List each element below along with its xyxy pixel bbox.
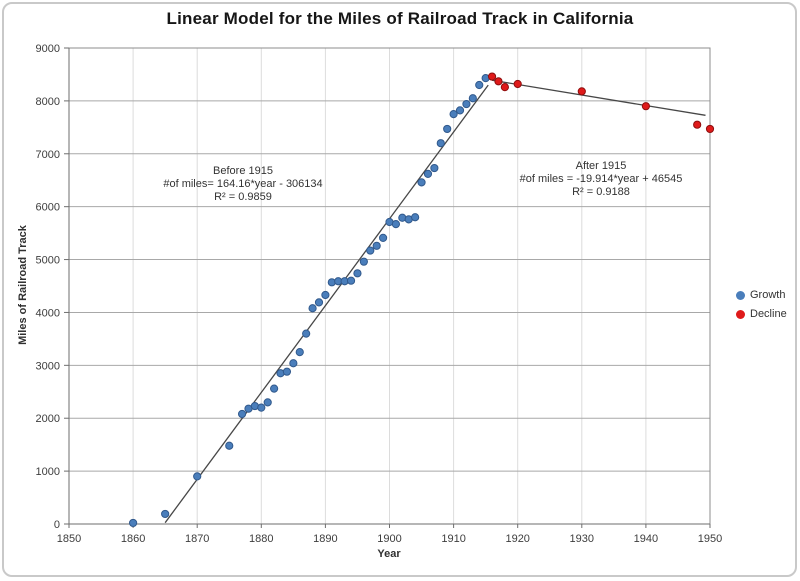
- data-point-growth: [455, 106, 465, 115]
- data-point-growth: [129, 518, 138, 528]
- legend-item-growth: Growth: [736, 289, 787, 301]
- data-point-growth: [417, 178, 426, 187]
- data-point-growth: [225, 441, 234, 450]
- x-tick-label: 1900: [377, 533, 401, 545]
- y-tick-label: 9000: [36, 43, 60, 55]
- chart-legend: Growth Decline: [736, 289, 787, 320]
- data-point-growth: [346, 276, 356, 285]
- legend-item-decline: Decline: [736, 308, 787, 320]
- data-point-growth: [411, 213, 420, 222]
- data-point-growth: [366, 246, 375, 255]
- y-tick-label: 6000: [36, 202, 60, 214]
- data-point-decline: [487, 72, 497, 81]
- x-tick-label: 1860: [121, 533, 145, 545]
- y-tick-label: 0: [54, 519, 60, 531]
- data-point-growth: [282, 367, 292, 376]
- data-point-growth: [372, 241, 381, 250]
- annotation-before-1915: Before 1915 #of miles= 164.16*year - 306…: [148, 165, 338, 204]
- annotation-before-equation: #of miles= 164.16*year - 306134: [163, 178, 323, 190]
- data-point-growth: [308, 304, 317, 313]
- data-point-growth: [443, 124, 452, 134]
- data-point-growth: [257, 403, 266, 412]
- annotation-after-title: After 1915: [575, 160, 627, 172]
- data-point-decline: [693, 120, 702, 129]
- legend-label-growth: Growth: [750, 289, 786, 301]
- annotation-before-r-squared: R² = 0.9859: [214, 191, 272, 203]
- data-point-growth: [468, 94, 477, 103]
- trendline-after-1915: [491, 79, 706, 116]
- y-tick-label: 2000: [36, 413, 60, 425]
- x-tick-label: 1910: [441, 533, 465, 545]
- data-point-growth: [391, 220, 401, 229]
- data-point-decline: [513, 79, 522, 89]
- x-axis-title: Year: [377, 548, 401, 560]
- annotation-after-equation: #of miles = -19.914*year + 46545: [519, 173, 683, 185]
- data-point-decline: [705, 124, 715, 134]
- data-point-decline: [641, 102, 651, 111]
- trendline-before-1915: [164, 84, 489, 524]
- x-tick-label: 1920: [505, 533, 529, 545]
- growth-marker-icon: [736, 290, 745, 300]
- annotation-after-r-squared: R² = 0.9188: [572, 186, 630, 198]
- y-tick-label: 8000: [36, 96, 60, 108]
- x-tick-label: 1870: [185, 533, 209, 545]
- x-tick-label: 1880: [249, 533, 273, 545]
- data-point-growth: [161, 509, 170, 519]
- x-tick-label: 1940: [634, 533, 658, 545]
- data-point-growth: [430, 163, 439, 173]
- x-tick-label: 1850: [57, 533, 81, 545]
- data-point-growth: [302, 329, 311, 338]
- data-point-growth: [270, 384, 279, 393]
- data-point-growth: [449, 110, 458, 119]
- data-point-growth: [462, 99, 471, 109]
- data-point-growth: [353, 269, 362, 278]
- y-tick-label: 3000: [36, 360, 60, 372]
- data-point-decline: [500, 83, 509, 92]
- data-point-growth: [359, 257, 368, 266]
- data-point-growth: [423, 169, 433, 178]
- data-point-growth: [436, 139, 445, 148]
- data-point-growth: [289, 359, 298, 368]
- data-point-decline: [494, 77, 503, 86]
- x-tick-label: 1930: [570, 533, 594, 545]
- chart-title: Linear Model for the Miles of Railroad T…: [166, 9, 634, 28]
- data-point-growth: [314, 298, 324, 307]
- y-tick-label: 4000: [36, 307, 60, 319]
- y-tick-label: 5000: [36, 255, 60, 267]
- data-point-growth: [237, 409, 247, 419]
- data-point-growth: [263, 398, 272, 407]
- data-point-growth: [295, 348, 304, 357]
- decline-marker-icon: [736, 309, 745, 319]
- data-point-growth: [378, 233, 388, 242]
- data-point-growth: [475, 80, 484, 90]
- data-point-growth: [321, 290, 330, 300]
- x-tick-label: 1950: [698, 533, 722, 545]
- y-axis-title: Miles of Railroad Track: [17, 225, 29, 345]
- data-point-growth: [193, 472, 202, 481]
- y-tick-label: 7000: [36, 149, 60, 161]
- annotation-before-title: Before 1915: [213, 165, 273, 177]
- legend-label-decline: Decline: [750, 308, 787, 320]
- annotation-after-1915: After 1915 #of miles = -19.914*year + 46…: [506, 160, 696, 199]
- y-tick-label: 1000: [36, 466, 60, 478]
- x-tick-label: 1890: [313, 533, 337, 545]
- data-point-decline: [577, 87, 586, 96]
